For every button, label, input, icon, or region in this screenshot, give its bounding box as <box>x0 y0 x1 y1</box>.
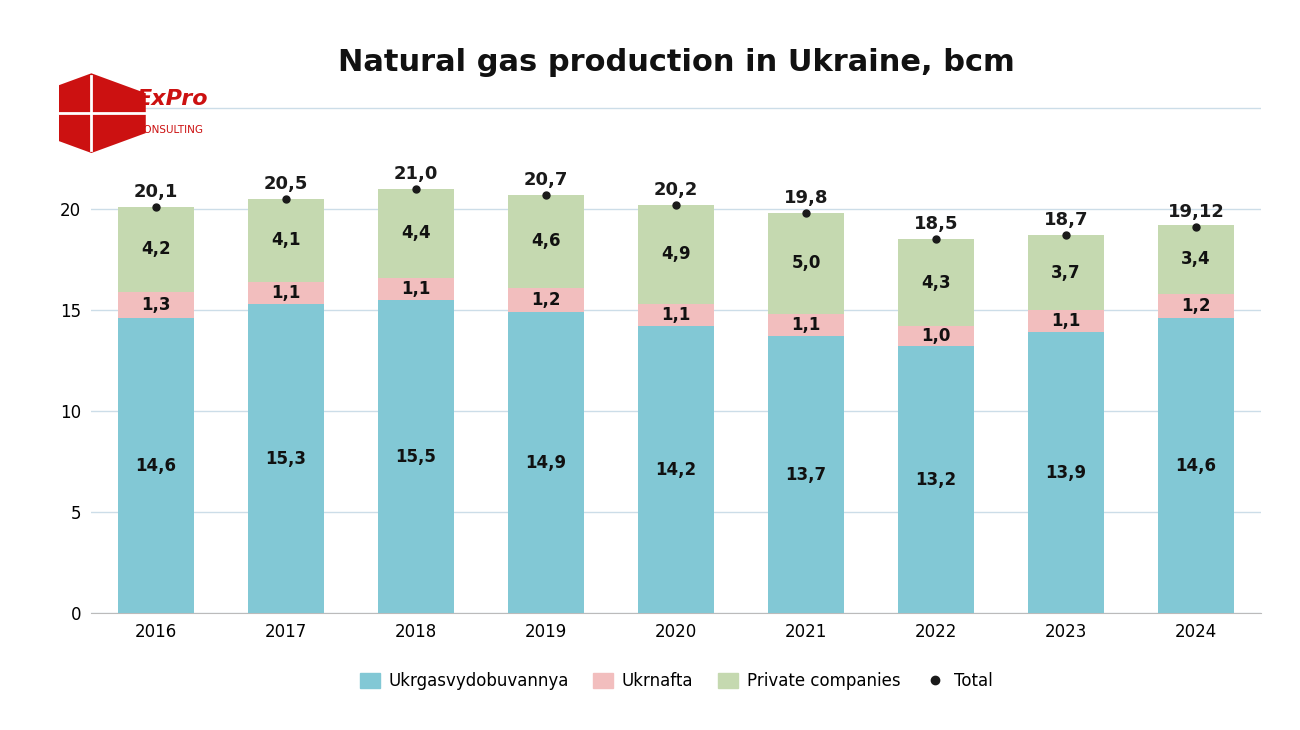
Bar <box>118 207 194 292</box>
Text: 18,7: 18,7 <box>1044 211 1088 229</box>
Text: 19,12: 19,12 <box>1167 203 1225 220</box>
Text: 18,5: 18,5 <box>914 215 958 233</box>
Bar <box>1158 318 1234 613</box>
Text: 1,1: 1,1 <box>1052 312 1080 330</box>
Text: 13,7: 13,7 <box>785 466 827 484</box>
Legend: Ukrgasvydobuvannya, Ukrnafta, Private companies, Total: Ukrgasvydobuvannya, Ukrnafta, Private co… <box>354 666 998 697</box>
Bar <box>508 195 584 288</box>
Text: 5,0: 5,0 <box>792 255 820 272</box>
Text: 20,1: 20,1 <box>134 182 178 201</box>
Bar <box>768 337 844 613</box>
Text: 1,3: 1,3 <box>142 296 170 314</box>
Text: 3,4: 3,4 <box>1182 250 1210 269</box>
Bar <box>1158 293 1234 318</box>
Text: 1,0: 1,0 <box>922 327 950 345</box>
Bar <box>508 288 584 312</box>
Text: 20,5: 20,5 <box>264 174 308 193</box>
Text: 4,3: 4,3 <box>922 274 950 292</box>
Bar <box>118 292 194 318</box>
Text: 1,2: 1,2 <box>532 291 560 309</box>
Text: 15,5: 15,5 <box>395 447 437 466</box>
Text: 20,2: 20,2 <box>654 181 698 199</box>
Bar <box>248 199 324 282</box>
Bar <box>1028 332 1104 613</box>
Text: 4,1: 4,1 <box>272 231 300 249</box>
Text: 13,2: 13,2 <box>915 471 957 489</box>
Bar <box>768 213 844 314</box>
Text: 21,0: 21,0 <box>394 164 438 182</box>
Text: 14,2: 14,2 <box>655 461 697 479</box>
Bar <box>248 304 324 613</box>
Bar <box>1028 310 1104 332</box>
Text: 4,9: 4,9 <box>662 245 690 264</box>
Bar <box>1158 225 1234 293</box>
Text: 4,2: 4,2 <box>142 240 170 258</box>
Bar <box>378 188 454 277</box>
Text: 14,6: 14,6 <box>1175 457 1217 475</box>
Text: 14,9: 14,9 <box>525 453 567 472</box>
Bar <box>508 312 584 613</box>
Title: Natural gas production in Ukraine, bcm: Natural gas production in Ukraine, bcm <box>338 48 1014 77</box>
Text: 3,7: 3,7 <box>1052 264 1080 282</box>
Text: 13,9: 13,9 <box>1045 464 1087 482</box>
Text: CONSULTING: CONSULTING <box>136 126 203 135</box>
Text: 1,2: 1,2 <box>1182 297 1210 315</box>
Text: 15,3: 15,3 <box>265 450 307 467</box>
Bar <box>898 346 974 613</box>
Text: 19,8: 19,8 <box>784 189 828 207</box>
Text: 4,4: 4,4 <box>402 224 430 242</box>
Bar <box>248 282 324 304</box>
Text: 4,6: 4,6 <box>532 232 560 250</box>
Text: 1,1: 1,1 <box>272 284 300 301</box>
Bar <box>638 205 714 304</box>
Bar <box>118 318 194 613</box>
Text: 1,1: 1,1 <box>792 316 820 334</box>
Polygon shape <box>36 73 146 153</box>
Bar <box>638 326 714 613</box>
Bar <box>378 300 454 613</box>
Bar <box>1028 235 1104 310</box>
Bar <box>898 326 974 346</box>
Text: 20,7: 20,7 <box>524 171 568 188</box>
Text: 1,1: 1,1 <box>662 306 690 324</box>
Bar <box>898 239 974 326</box>
Text: ExPro: ExPro <box>136 89 208 109</box>
Bar <box>378 277 454 300</box>
Bar <box>768 314 844 337</box>
Text: 1,1: 1,1 <box>402 280 430 298</box>
Bar <box>638 304 714 326</box>
Text: 14,6: 14,6 <box>135 457 177 475</box>
